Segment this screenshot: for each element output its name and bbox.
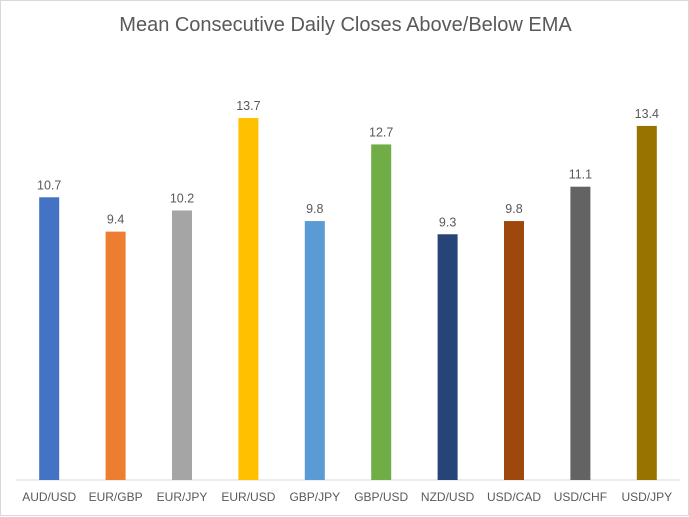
x-tick-label-usd-jpy: USD/JPY <box>621 490 672 504</box>
data-label-eur-gbp: 9.4 <box>107 213 124 227</box>
data-label-usd-cad: 9.8 <box>505 202 522 216</box>
x-tick-label-aud-usd: AUD/USD <box>22 490 76 504</box>
x-tick-label-nzd-usd: NZD/USD <box>421 490 475 504</box>
x-tick-labels-group: AUD/USD EUR/GBP EUR/JPY EUR/USD GBP/JPY GBP/U… <box>22 490 672 504</box>
bar-eur-jpy <box>172 210 192 480</box>
bar-nzd-usd <box>437 234 458 480</box>
data-label-gbp-jpy: 9.8 <box>306 202 323 216</box>
x-tick-label-usd-cad: USD/CAD <box>487 490 541 504</box>
data-label-eur-jpy: 10.2 <box>170 191 194 205</box>
x-tick-label-eur-usd: EUR/USD <box>221 490 275 504</box>
chart-title: Mean Consecutive Daily Closes Above/Belo… <box>119 14 572 36</box>
x-tick-label-usd-chf: USD/CHF <box>554 490 607 504</box>
bar-gbp-jpy <box>304 221 325 481</box>
data-label-gbp-usd: 12.7 <box>369 125 393 139</box>
bar-eur-gbp <box>105 231 126 480</box>
data-label-usd-jpy: 13.4 <box>635 107 659 121</box>
bar-gbp-usd <box>371 144 392 481</box>
x-tick-label-gbp-jpy: GBP/JPY <box>289 490 340 504</box>
data-label-aud-usd: 10.7 <box>37 178 61 192</box>
bar-eur-usd <box>238 118 259 480</box>
x-tick-label-eur-gbp: EUR/GBP <box>89 490 143 504</box>
x-tick-label-eur-jpy: EUR/JPY <box>157 490 208 504</box>
data-label-usd-chf: 11.1 <box>569 168 592 182</box>
data-labels-group: 10.7 9.4 10.2 13.7 9.8 12.7 9.3 9.8 11.1 13.4 <box>37 99 659 229</box>
bar-usd-cad <box>504 221 524 481</box>
bar-usd-jpy <box>636 125 657 481</box>
x-tick-label-gbp-usd: GBP/USD <box>354 490 408 504</box>
bar-usd-chf <box>570 186 591 480</box>
bar-aud-usd <box>39 197 60 480</box>
data-label-nzd-usd: 9.3 <box>439 215 456 229</box>
bars-group <box>39 118 657 481</box>
data-label-eur-usd: 13.7 <box>236 99 260 113</box>
